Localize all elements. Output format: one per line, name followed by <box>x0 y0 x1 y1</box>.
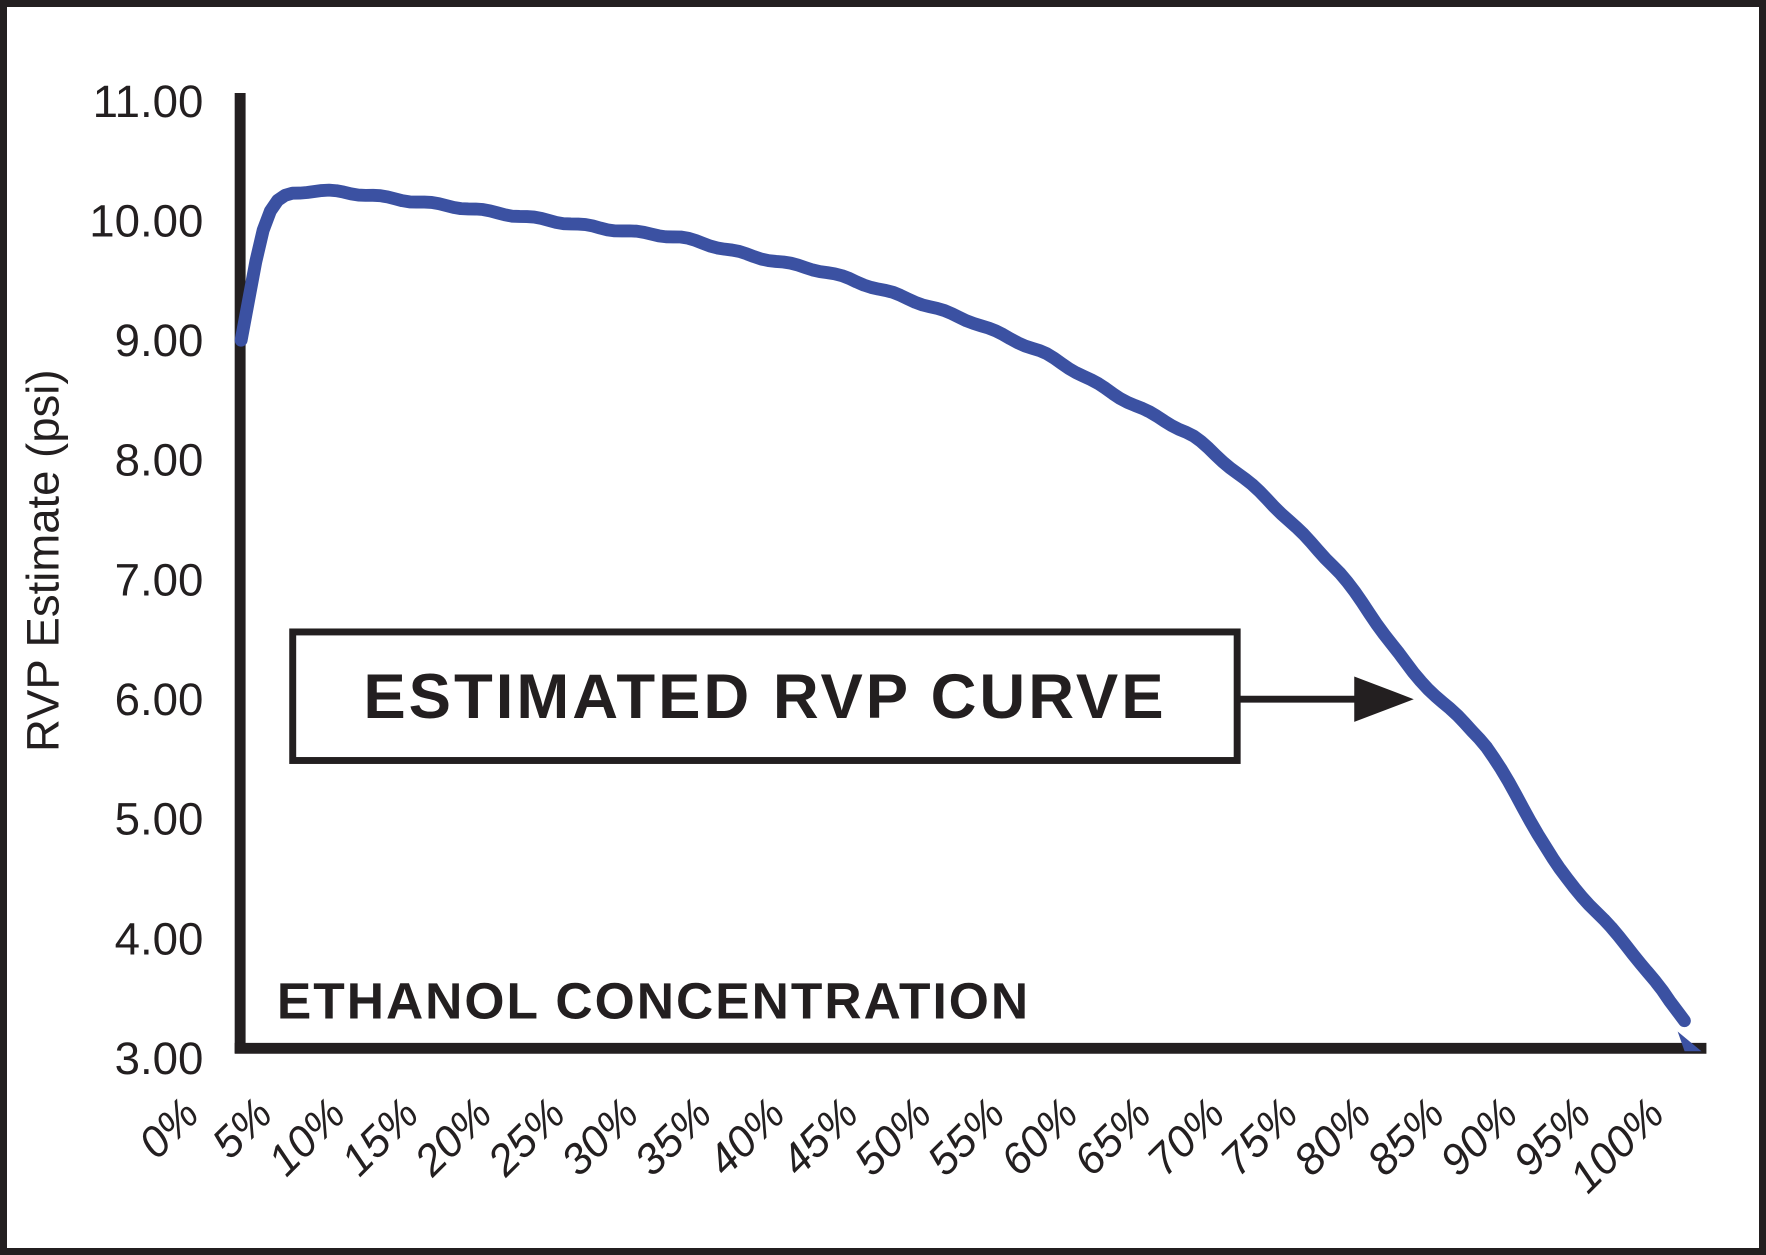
y-tick-label: 8.00 <box>115 435 204 486</box>
annotation-callout: ESTIMATED RVP CURVE <box>289 628 1414 764</box>
rvp-curve-series <box>234 183 1691 1028</box>
x-tick-label: 0% <box>130 1090 209 1168</box>
x-tick-label: 55% <box>919 1090 1015 1185</box>
y-tick-label: 10.00 <box>89 195 203 246</box>
annotation-arrow-head-icon <box>1354 676 1414 722</box>
axes <box>234 93 1707 1054</box>
x-tick-label: 15% <box>332 1090 428 1185</box>
x-tick-label: 45% <box>772 1090 868 1185</box>
annotation-box <box>289 628 1241 764</box>
x-axis-tick-labels: 0%5%10%15%20%25%30%35%40%45%50%55%60%65%… <box>130 1090 1674 1203</box>
x-tick-label: 60% <box>992 1090 1088 1185</box>
x-tick-label: 25% <box>478 1090 574 1186</box>
x-tick-label: 70% <box>1138 1090 1234 1185</box>
rvp-ethanol-chart: RVP Estimate (psi) ETHANOL CONCENTRATION… <box>18 76 1707 1203</box>
rvp-curve-line <box>234 183 1691 1028</box>
x-tick-label: 35% <box>626 1090 722 1185</box>
x-tick-label: 50% <box>845 1090 941 1185</box>
y-tick-label: 3.00 <box>115 1033 204 1084</box>
y-tick-label: 5.00 <box>115 794 204 845</box>
y-tick-label: 7.00 <box>115 554 204 605</box>
x-tick-label: 75% <box>1212 1090 1308 1185</box>
curve-end-fragment <box>1677 1031 1702 1052</box>
y-axis-tick-labels: 11.00 10.00 9.00 8.00 7.00 6.00 5.00 4.00 3.00 <box>89 76 203 1084</box>
x-tick-label: 30% <box>552 1090 648 1185</box>
y-tick-label: 4.00 <box>115 913 204 964</box>
x-tick-label: 20% <box>405 1090 501 1186</box>
y-tick-label: 11.00 <box>93 76 204 127</box>
x-tick-label: 80% <box>1285 1090 1381 1185</box>
x-tick-label: 65% <box>1065 1090 1161 1185</box>
x-tick-label: 40% <box>699 1090 795 1185</box>
annotation-label: ESTIMATED RVP CURVE <box>363 662 1166 732</box>
x-tick-label: 10% <box>259 1090 355 1185</box>
x-axis-title: ETHANOL CONCENTRATION <box>277 972 1030 1030</box>
x-tick-label: 90% <box>1432 1090 1528 1185</box>
y-tick-label: 6.00 <box>115 674 204 725</box>
y-axis-title: RVP Estimate (psi) <box>18 370 69 752</box>
y-tick-label: 9.00 <box>115 315 204 366</box>
x-tick-label: 85% <box>1358 1090 1454 1185</box>
